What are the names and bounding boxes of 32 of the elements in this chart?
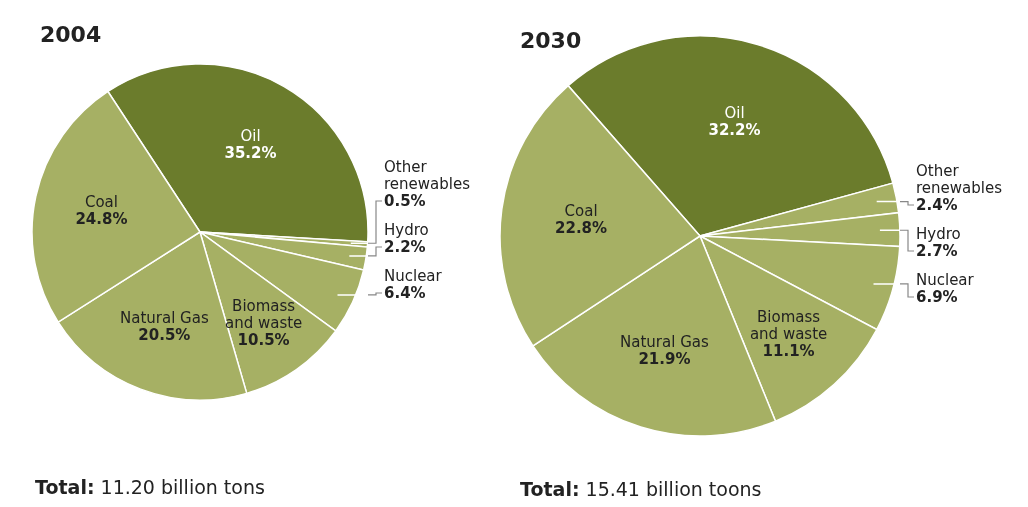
data-label: 24.8% — [75, 210, 128, 229]
data-label: 10.5% — [237, 330, 290, 349]
slice-label: Natural Gas — [620, 333, 709, 352]
data-label: 0.5% — [384, 192, 426, 210]
data-label: 6.4% — [384, 284, 426, 302]
slice-label: Biomass and waste — [224, 296, 303, 332]
slice-label: Nuclear — [916, 271, 975, 289]
slice-label: Other renewables — [384, 158, 471, 193]
data-label: 32.2% — [708, 120, 761, 139]
slice-label: Natural Gas — [119, 308, 209, 327]
chart-title: 2030 — [520, 28, 582, 53]
text: Total: 15.41 billion toons — [520, 478, 762, 500]
data-label: 11.1% — [762, 341, 815, 360]
data-label: 2.7% — [916, 242, 958, 260]
slice-label: Hydro — [916, 225, 961, 243]
slice-label: Coal — [564, 202, 598, 221]
slice-label: Oil — [724, 103, 745, 122]
slice-label: Other renewables — [916, 162, 1003, 197]
text: Total: 11.20 billion tons — [35, 476, 265, 498]
slice-label: Nuclear — [384, 267, 443, 285]
data-label: 22.8% — [555, 219, 608, 238]
slice-label: Coal — [84, 193, 118, 212]
slice-label: Biomass and waste — [749, 307, 828, 343]
slice-label: Oil — [240, 127, 261, 146]
data-label: 20.5% — [138, 325, 191, 344]
data-label: 6.9% — [916, 288, 958, 306]
chart-title: 2004 — [40, 22, 102, 47]
data-label: 2.2% — [384, 238, 426, 256]
data-label: 35.2% — [224, 144, 277, 163]
data-label: 2.4% — [916, 196, 958, 214]
slice-label: Hydro — [384, 221, 429, 239]
data-label: 21.9% — [638, 350, 691, 369]
